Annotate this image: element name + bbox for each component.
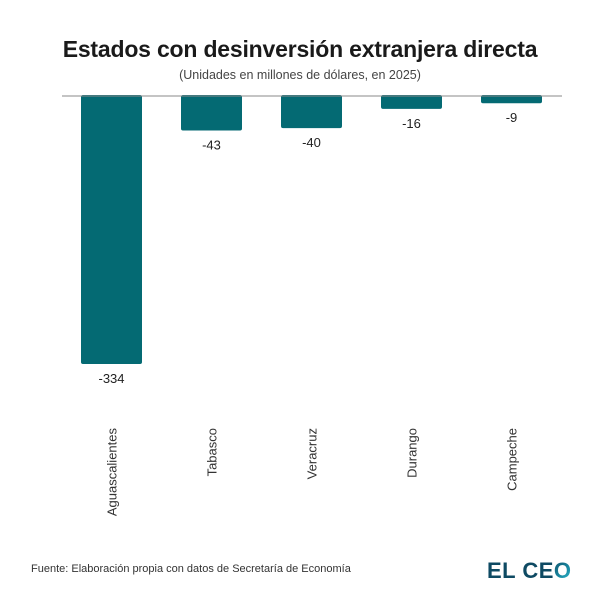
bar-durango [381,95,442,109]
bar-tabasco [181,95,242,131]
category-label: Aguascalientes [105,428,120,517]
el-ceo-logo: EL CEO [487,558,572,584]
chart-title: Estados con desinversión extranjera dire… [62,36,538,62]
bar-campeche [481,95,542,104]
chart-subtitle: (Unidades en millones de dólares, en 202… [179,68,421,82]
category-label: Tabasco [205,428,220,476]
category-label: Veracruz [305,428,320,479]
source-note: Fuente: Elaboración propia con datos de … [31,563,351,575]
data-label: -334 [98,371,124,386]
data-label: -16 [402,116,421,131]
data-label: -40 [302,135,321,150]
data-label: -9 [506,110,518,125]
bar-veracruz [281,95,342,129]
data-label: -43 [202,138,221,153]
logo-accent-letter: O [553,558,572,583]
logo-text: EL CE [487,558,554,583]
category-label: Campeche [505,428,520,491]
bar-aguascalientes [81,95,142,364]
category-label: Durango [405,428,420,478]
